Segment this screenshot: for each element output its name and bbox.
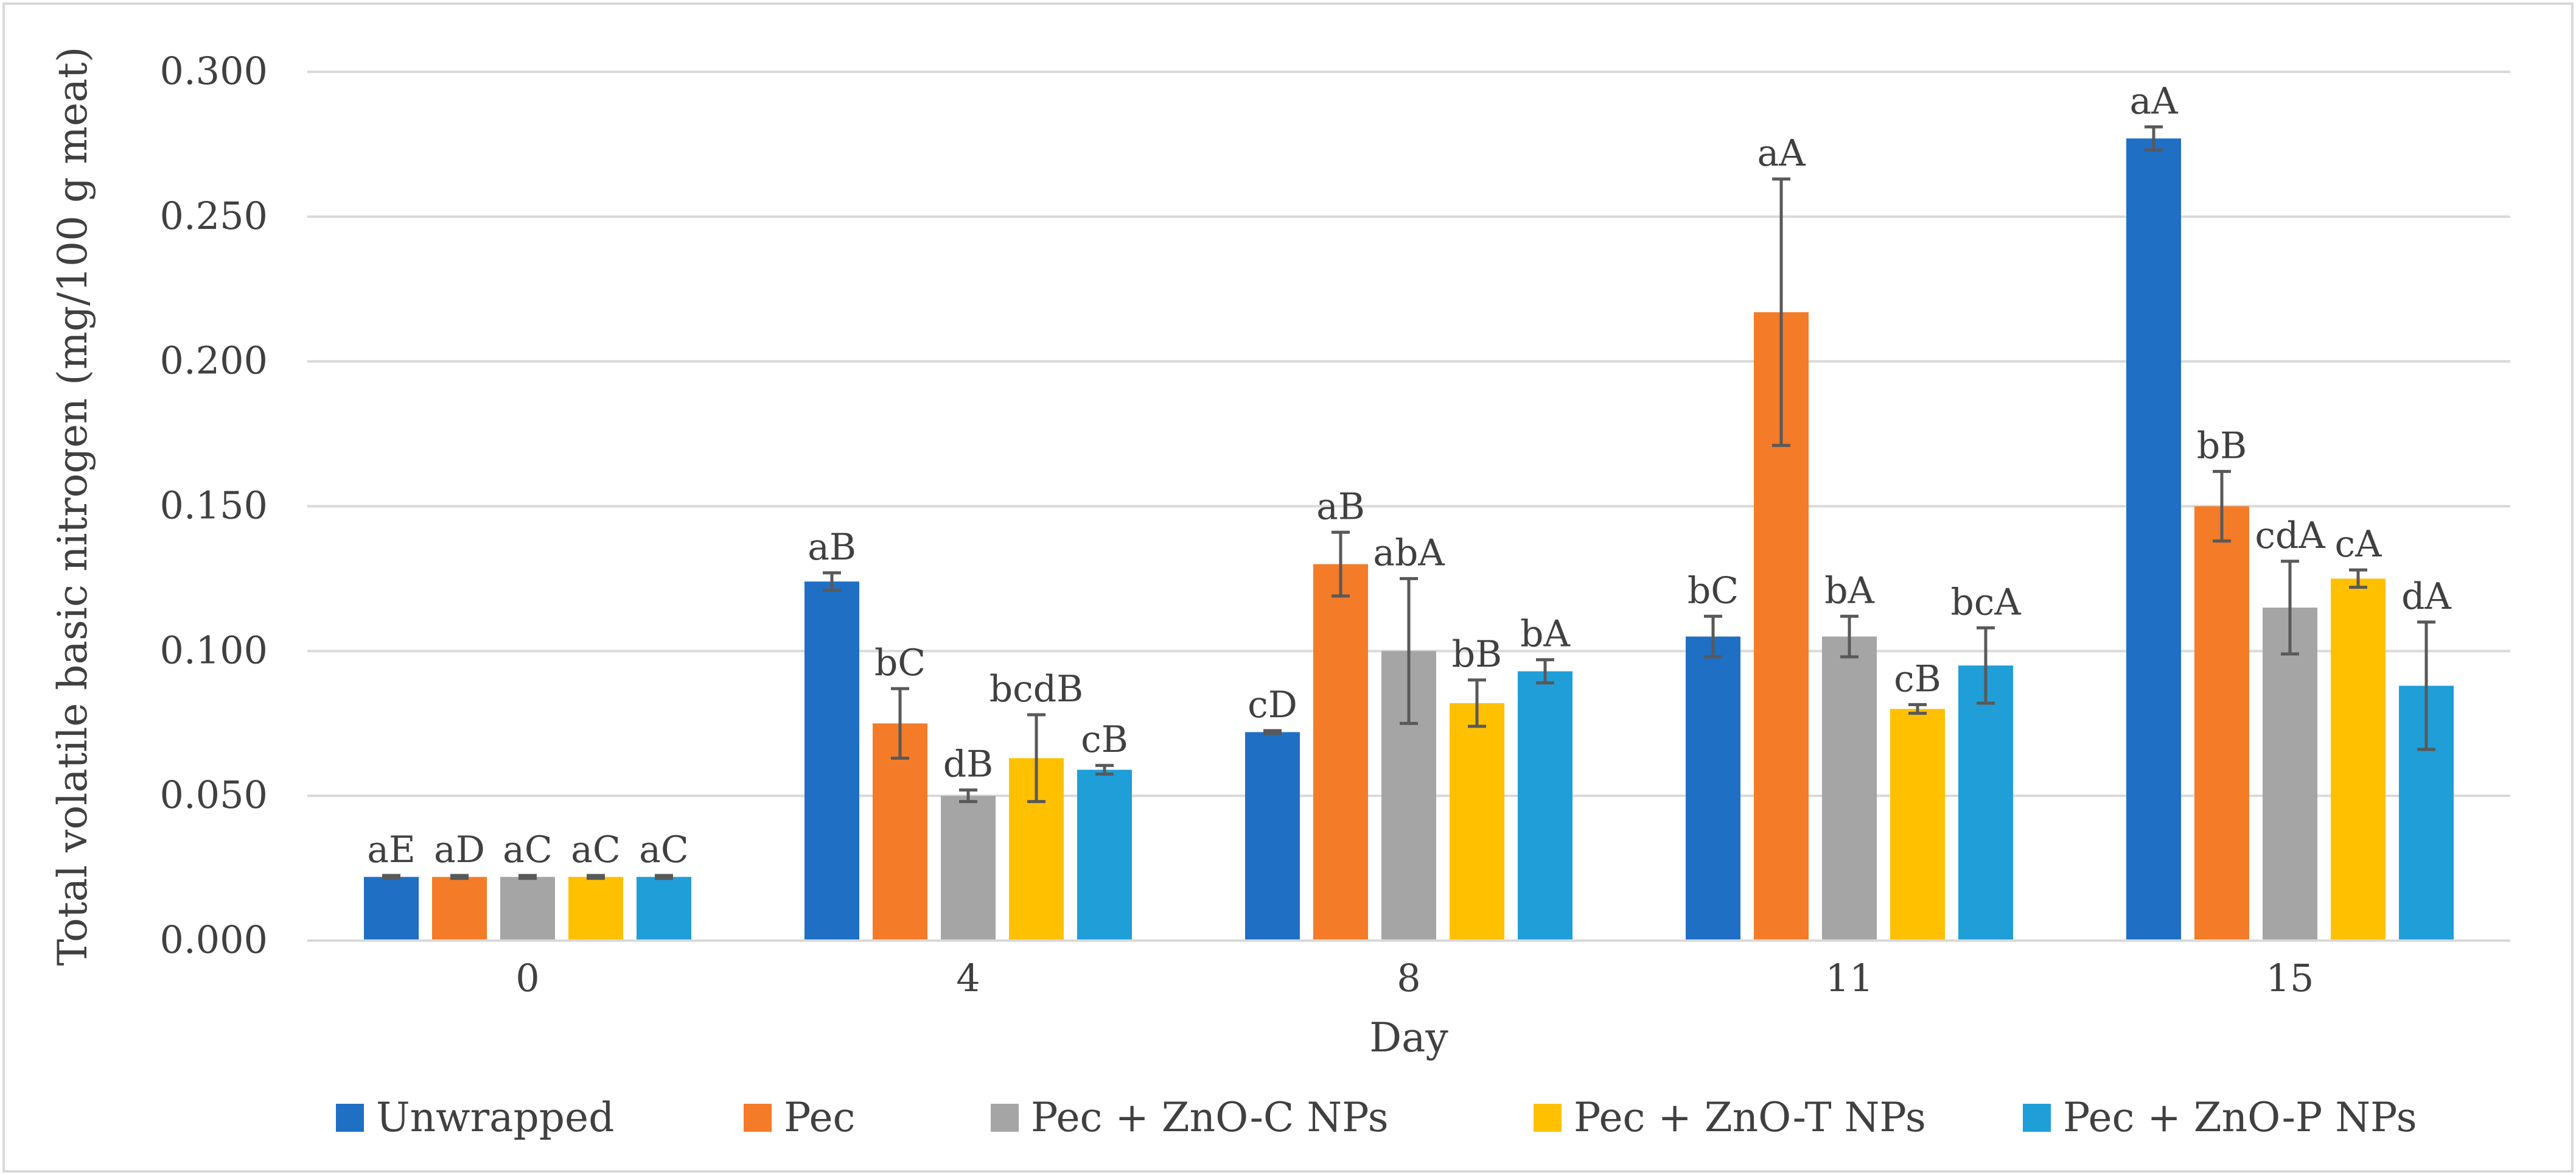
bar (1245, 732, 1300, 941)
data-label: bC (874, 642, 926, 684)
bar (1822, 636, 1877, 941)
legend: Unwrapped Pec Pec + ZnO-C NPs Pec + ZnO-T N… (336, 1094, 2417, 1141)
x-tick-label: 15 (2266, 956, 2314, 1000)
bar (1077, 770, 1132, 941)
bar (1686, 636, 1740, 941)
y-tick-label: 0.250 (160, 194, 268, 238)
x-axis-title: Day (1369, 1014, 1448, 1061)
error-bars (382, 125, 2435, 880)
data-label: aA (2129, 80, 2178, 122)
bar (2126, 138, 2181, 941)
x-tick-label: 0 (515, 956, 539, 1000)
data-label: aA (1757, 132, 1806, 175)
data-label: bcdB (990, 668, 1084, 710)
legend-label: Pec + ZnO-C NPs (1031, 1094, 1389, 1141)
bar (1450, 703, 1504, 941)
y-tick-label: 0.200 (160, 338, 268, 383)
data-label: bB (1452, 633, 1503, 676)
data-label: aC (639, 829, 689, 871)
legend-swatch (336, 1104, 364, 1132)
legend-swatch (1534, 1104, 1562, 1132)
data-label: aB (808, 526, 856, 569)
data-label: cdA (2255, 514, 2325, 557)
legend-label: Pec + ZnO-P NPs (2063, 1094, 2417, 1141)
data-label: cD (1248, 684, 1297, 726)
data-label: cB (1081, 718, 1128, 761)
legend-label: Pec (784, 1094, 855, 1141)
y-axis-ticks: 0.000 0.050 0.100 0.150 0.200 0.250 0.300 (160, 49, 268, 962)
x-axis-ticks: 0 4 8 11 15 (515, 956, 2314, 1000)
x-tick-label: 11 (1826, 956, 1874, 1000)
bar (1518, 671, 1572, 941)
y-tick-label: 0.050 (160, 773, 268, 817)
data-label: aB (1316, 485, 1365, 528)
bar (1313, 564, 1368, 941)
bar (1958, 665, 2013, 941)
y-axis-title: Total volatile basic nitrogen (mg/100 g … (49, 47, 96, 966)
data-label: bcA (1950, 581, 2021, 623)
bar (500, 877, 555, 941)
x-tick-label: 8 (1397, 956, 1420, 1000)
bar (2263, 607, 2317, 941)
data-label: abA (1373, 531, 1445, 574)
legend-swatch (991, 1104, 1019, 1132)
y-tick-label: 0.150 (160, 483, 268, 528)
data-label: bA (1824, 569, 1874, 612)
legend-swatch (744, 1104, 772, 1132)
bar (805, 581, 859, 941)
x-tick-label: 4 (956, 956, 980, 1000)
data-label: cB (1894, 658, 1941, 700)
data-label: cA (2335, 523, 2382, 566)
y-tick-label: 0.300 (160, 49, 268, 93)
data-label: aE (367, 829, 416, 871)
bar (364, 877, 419, 941)
y-tick-label: 0.100 (160, 628, 268, 672)
bar (941, 796, 996, 941)
data-label: bA (1520, 613, 1570, 656)
data-label: aD (434, 829, 485, 871)
data-label: aC (503, 829, 553, 871)
legend-swatch (2023, 1104, 2051, 1132)
y-tick-label: 0.000 (160, 917, 268, 962)
bar (2331, 578, 2386, 941)
bar (432, 877, 487, 941)
bar (2194, 506, 2249, 941)
legend-label: Pec + ZnO-T NPs (1574, 1094, 1926, 1141)
data-label: bC (1688, 569, 1739, 612)
bar (1890, 709, 1945, 941)
data-label: dA (2401, 575, 2451, 618)
data-label: aC (571, 829, 621, 871)
data-label: bB (2197, 424, 2247, 467)
bar (568, 877, 623, 941)
bars (364, 138, 2454, 941)
bar (637, 877, 691, 941)
legend-label: Unwrapped (376, 1094, 614, 1141)
data-label: dB (943, 743, 994, 786)
